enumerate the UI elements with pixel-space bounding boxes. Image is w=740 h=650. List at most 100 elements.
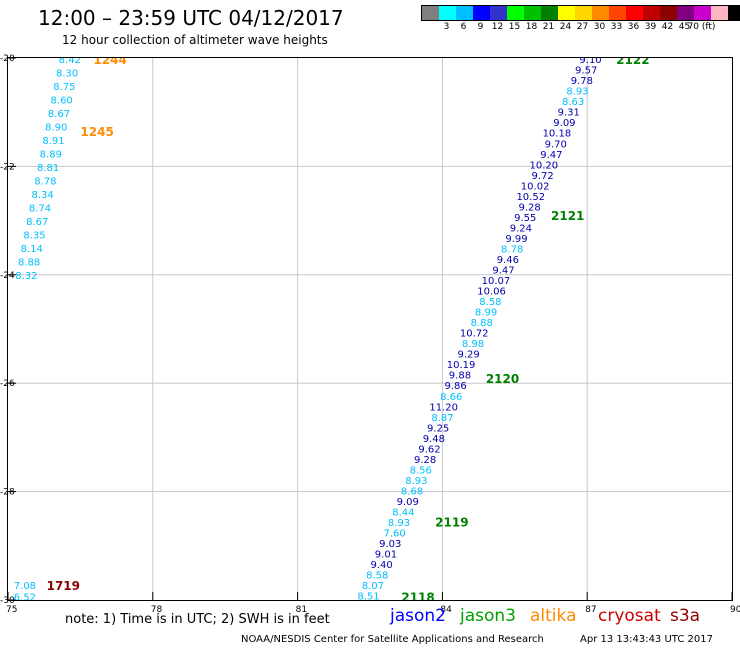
pass-number-label: 2119 [435,515,468,529]
wave-height-value: 9.03 [379,539,401,550]
wave-height-value: 8.44 [392,507,414,518]
wave-height-value: 9.25 [427,423,449,434]
wave-height-value: 10.02 [521,181,550,192]
legend-swatch [643,6,660,20]
wave-height-value: 6.52 [14,593,36,600]
wave-height-value: 8.30 [56,69,78,80]
wave-height-value: 9.40 [370,560,392,571]
wave-height-value: 7.08 [14,581,36,592]
wave-height-value: 8.07 [362,581,384,592]
wave-height-value: 10.06 [477,287,506,298]
wave-height-value: 9.78 [571,76,593,87]
legend-label: 3 [443,22,450,32]
wave-height-value: 8.63 [562,97,584,108]
wave-height-value: 8.99 [475,308,497,319]
wave-height-value: 7.60 [384,529,406,540]
wave-height-value: 9.57 [575,66,597,77]
mission-label: altika [530,606,577,626]
legend-label: 42 [661,22,674,32]
wave-height-value: 9.72 [532,171,554,182]
pass-number-label: 2118 [401,591,434,600]
mission-label: jason2 [390,606,446,626]
wave-height-value: 9.70 [545,139,567,150]
legend-label: 36 [627,22,640,32]
legend-swatch [609,6,626,20]
units-note: note: 1) Time is in UTC; 2) SWH is in fe… [65,612,330,627]
legend-swatch [575,6,592,20]
wave-height-value: 10.19 [447,360,476,371]
wave-height-value: 8.78 [34,176,56,187]
wave-height-value: 10.20 [530,160,559,171]
wave-height-value: 10.07 [482,276,511,287]
pass-number-label: 2121 [551,209,584,223]
wave-height-value: 8.90 [45,122,67,133]
wave-height-value: 8.14 [21,244,43,255]
legend-swatch [422,6,439,20]
wave-height-value: 8.98 [462,339,484,350]
wave-height-value: 8.32 [15,271,37,282]
wave-height-value: 9.99 [505,234,527,245]
legend-label: 33 [610,22,623,32]
wave-height-value: 8.68 [401,486,423,497]
x-tick-label: 75 [6,605,17,615]
wave-height-value: 9.10 [579,58,601,66]
wave-height-value: 8.93 [405,476,427,487]
wave-height-value: 8.93 [388,518,410,529]
legend-swatch [592,6,609,20]
legend-label: 18 [525,22,538,32]
wave-height-value: 8.89 [40,149,62,160]
wave-height-value: 9.28 [518,202,540,213]
legend-swatch [473,6,490,20]
legend-swatch [677,6,694,20]
legend-label: 45 [678,22,691,32]
legend-label: 24 [559,22,572,32]
wave-height-value: 8.87 [431,413,453,424]
wave-height-value: 8.93 [566,87,588,98]
wave-height-value: 8.81 [37,163,59,174]
color-scale-legend [421,5,740,21]
wave-height-value: 10.18 [543,129,572,140]
wave-height-value: 9.47 [492,266,514,277]
legend-label: 21 [542,22,555,32]
wave-height-value: 8.60 [51,96,73,107]
legend-label: 15 [508,22,521,32]
pass-number-label: 1719 [47,579,80,593]
wave-height-value: 8.51 [357,592,379,600]
pass-number-label: 1245 [80,125,113,139]
legend-swatch [541,6,558,20]
map-subtitle: 12 hour collection of altimeter wave hei… [62,33,328,47]
legend-swatch [524,6,541,20]
wave-height-value: 8.35 [23,230,45,241]
pass-number-label: 1244 [93,58,126,67]
wave-height-value: 8.67 [26,217,48,228]
legend-swatch [456,6,473,20]
legend-label: 27 [576,22,589,32]
map-frame: 8.42 8.30 8.75 8.60 8.67 8.90 8.91 8.89 8.81 8.78… [7,57,733,601]
wave-height-value: 8.78 [501,244,523,255]
wave-height-value: 9.62 [418,444,440,455]
wave-height-value: 10.52 [516,192,545,203]
wave-height-value: 8.56 [410,465,432,476]
wave-height-value: 9.88 [449,371,471,382]
legend-swatch [439,6,456,20]
wave-height-value: 8.91 [42,136,64,147]
legend-label: 9 [477,22,484,32]
mission-label: s3a [670,606,701,626]
wave-height-map: 8.42 8.30 8.75 8.60 8.67 8.90 8.91 8.89 8.81 8.78… [8,58,732,600]
x-tick-label: 87 [585,605,596,615]
wave-height-value: 10.72 [460,329,489,340]
mission-label: jason3 [460,606,516,626]
legend-swatch [660,6,677,20]
wave-height-value: 8.88 [18,257,40,268]
wave-height-value: 9.47 [540,150,562,161]
wave-height-value: 8.58 [366,571,388,582]
wave-height-value: 8.58 [479,297,501,308]
wave-height-value: 9.29 [458,350,480,361]
wave-height-value: 8.88 [471,318,493,329]
legend-swatch [694,6,711,20]
legend-swatch [728,6,740,20]
wave-height-value: 9.24 [510,223,532,234]
pass-number-label: 2120 [486,372,519,386]
wave-height-value: 8.74 [29,203,51,214]
legend-swatch [507,6,524,20]
